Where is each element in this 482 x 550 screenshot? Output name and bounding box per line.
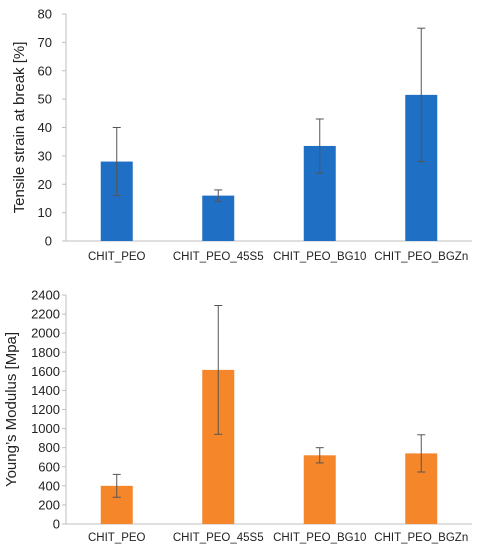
chart-1: 0 10 20 30 40 50 60 70 80 Tensile strain at break… — [11, 7, 472, 263]
y-tick-label: 400 — [38, 478, 60, 493]
y-tick-label: 800 — [38, 440, 60, 455]
y-tick-label: 60 — [38, 63, 52, 78]
y-tick-label: 1000 — [31, 421, 60, 436]
chart-2: 0 200 400 600 800 1000 1200 1400 1600 1800 2000 220… — [3, 288, 472, 544]
y-tick-label: 1600 — [31, 364, 60, 379]
bar — [202, 195, 235, 241]
x-tick-label: CHIT_PEO_BG10 — [273, 251, 366, 263]
y-axis-label: Tensile strain at break [%] — [11, 42, 28, 214]
x-tick-label: CHIT_PEO_45S5 — [173, 251, 264, 263]
x-tick-label: CHIT_PEO_BGZn — [374, 532, 468, 544]
x-tick-label: CHIT_PEO_45S5 — [173, 532, 264, 544]
y-axis-label: Young’s Modulus [Mpa] — [3, 332, 20, 487]
y-tick-label: 200 — [38, 497, 60, 512]
x-tick-label: CHIT_PEO_BGZn — [374, 251, 468, 263]
y-tick-label: 80 — [38, 7, 52, 22]
y-tick-label: 10 — [38, 205, 52, 220]
y-tick-label: 2000 — [31, 326, 60, 341]
y-tick-label: 30 — [38, 148, 52, 163]
y-tick-label: 2400 — [31, 288, 60, 303]
x-tick-label: CHIT_PEO_BG10 — [273, 532, 366, 544]
y-tick-label: 40 — [38, 120, 52, 135]
y-tick-label: 1200 — [31, 402, 60, 417]
y-tick-label: 70 — [38, 35, 52, 50]
y-tick-label: 0 — [45, 234, 52, 249]
bar — [303, 455, 336, 524]
x-tick-label: CHIT_PEO — [88, 251, 146, 263]
y-tick-label: 600 — [38, 459, 60, 474]
y-tick-label: 20 — [38, 177, 52, 192]
y-tick-label: 1400 — [31, 383, 60, 398]
y-tick-label: 1800 — [31, 345, 60, 360]
y-tick-label: 0 — [53, 517, 60, 532]
y-tick-label: 50 — [38, 92, 52, 107]
y-tick-label: 2200 — [31, 307, 60, 322]
x-tick-label: CHIT_PEO — [88, 532, 146, 544]
